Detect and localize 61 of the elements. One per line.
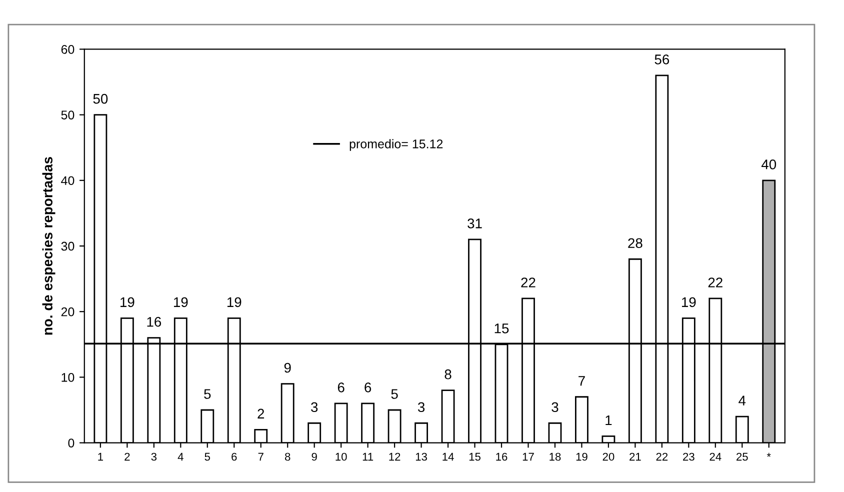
y-tick-label: 40 (61, 176, 74, 186)
x-tick-label: 10 (336, 452, 347, 461)
data-label: 8 (444, 369, 452, 380)
x-tick-label: 16 (496, 452, 508, 461)
y-tick-label: 10 (62, 373, 74, 382)
x-tick-label: 21 (630, 452, 641, 461)
x-tick-label: 22 (656, 452, 668, 461)
data-label: 50 (93, 94, 108, 104)
x-tick-label: 24 (710, 452, 722, 461)
x-tick-label: 14 (442, 452, 454, 461)
x-tick-label: 11 (362, 452, 374, 461)
x-tick-label: 6 (232, 452, 237, 461)
data-label: 1 (606, 415, 612, 426)
data-label: 5 (204, 389, 211, 399)
x-tick-label: 9 (312, 452, 317, 461)
y-tick-label: 30 (61, 242, 74, 251)
data-label: 19 (227, 297, 242, 308)
data-label: 5 (391, 389, 398, 399)
x-tick-label: 4 (178, 452, 184, 461)
x-tick-label: 23 (683, 452, 694, 461)
data-label: 7 (578, 376, 585, 386)
data-label: 19 (682, 297, 696, 308)
x-tick-label: 18 (550, 452, 561, 461)
x-tick-label: * (766, 452, 771, 457)
data-label: 3 (552, 402, 558, 412)
data-label: 31 (468, 218, 482, 228)
x-tick-label: 15 (469, 452, 480, 461)
data-label: 19 (174, 297, 188, 308)
x-tick-label: 19 (576, 452, 588, 461)
x-tick-label: 2 (124, 452, 130, 461)
x-tick-label: 25 (736, 452, 748, 461)
data-label: 40 (761, 159, 776, 170)
data-label: 19 (120, 297, 134, 308)
data-label: 9 (284, 362, 291, 373)
data-label: 3 (418, 402, 425, 412)
data-label: 16 (147, 316, 162, 327)
x-tick-label: 20 (602, 452, 614, 461)
data-label: 3 (311, 402, 318, 412)
data-label: 56 (654, 54, 670, 64)
x-tick-label: 7 (258, 452, 264, 461)
x-tick-label: 17 (522, 452, 534, 461)
y-tick-label: 60 (61, 45, 74, 54)
data-label: 22 (708, 278, 722, 288)
y-tick-label: 0 (68, 438, 74, 448)
y-tick-label: 20 (61, 307, 74, 316)
data-label: 6 (338, 382, 344, 392)
x-tick-label: 8 (285, 452, 290, 461)
data-label: 4 (738, 396, 746, 406)
data-label: 2 (258, 408, 264, 418)
data-label: 15 (494, 324, 509, 334)
x-tick-label: 5 (204, 452, 210, 461)
data-label: 6 (364, 382, 372, 392)
y-axis-title: no. de especies reportadas (42, 157, 56, 335)
x-tick-label: 12 (389, 452, 400, 461)
x-tick-label: 1 (98, 452, 103, 461)
legend-label: promedio= 15.12 (350, 139, 443, 151)
y-tick-label: 50 (61, 110, 74, 120)
x-tick-label: 13 (416, 452, 427, 461)
data-label: 22 (521, 278, 536, 288)
x-tick-label: 3 (151, 452, 157, 461)
data-label: 28 (628, 238, 642, 248)
